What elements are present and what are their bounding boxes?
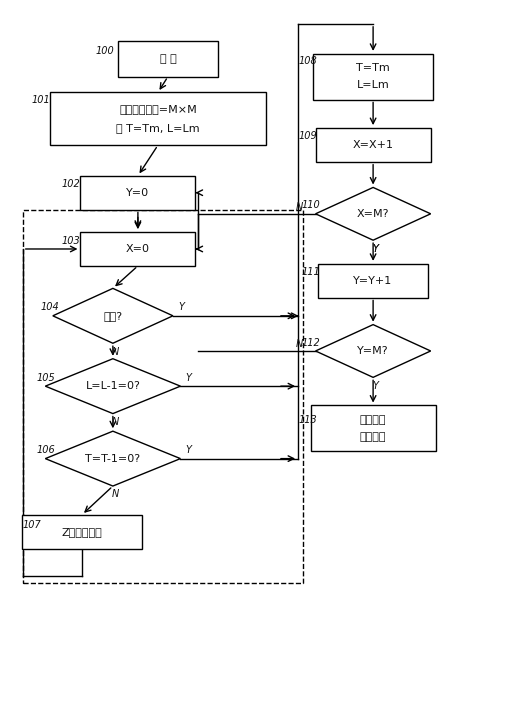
Text: N: N [295,339,302,349]
Text: 109: 109 [297,131,316,141]
Text: Y: Y [185,445,191,455]
Text: 令 T=Tm, L=Lm: 令 T=Tm, L=Lm [116,123,199,133]
Text: X=M?: X=M? [356,209,388,219]
FancyBboxPatch shape [22,515,141,549]
Text: T=Tm: T=Tm [356,63,389,74]
Text: L=L-1=0?: L=L-1=0? [85,381,140,391]
Text: X=X+1: X=X+1 [352,140,393,150]
Text: 101: 101 [32,95,50,105]
Text: Z轴反馈调节: Z轴反馈调节 [61,527,102,537]
Text: Y: Y [372,381,378,391]
FancyBboxPatch shape [118,41,218,77]
Text: T=T-1=0?: T=T-1=0? [85,454,140,464]
Text: L=Lm: L=Lm [356,80,389,90]
FancyBboxPatch shape [80,176,195,210]
Text: 103: 103 [62,235,80,245]
Polygon shape [45,359,180,413]
FancyBboxPatch shape [80,232,195,266]
Text: Y=0: Y=0 [126,188,149,198]
FancyBboxPatch shape [318,264,427,298]
Text: N: N [112,489,119,499]
Text: Y=M?: Y=M? [357,346,388,356]
Text: 设定扫描区域=M×M: 设定扫描区域=M×M [119,104,196,114]
FancyBboxPatch shape [313,54,432,99]
Text: 112: 112 [300,337,319,347]
Text: 开 始: 开 始 [159,54,176,64]
Text: N: N [112,417,119,427]
Text: 结束扫描: 结束扫描 [359,415,386,425]
FancyBboxPatch shape [315,128,430,162]
Text: 110: 110 [300,201,319,211]
Text: Y: Y [372,244,378,254]
Polygon shape [53,289,173,343]
Text: 105: 105 [37,373,56,383]
Polygon shape [45,431,180,486]
Text: N: N [112,347,119,357]
Text: N: N [295,202,302,212]
Polygon shape [315,187,430,240]
Text: 106: 106 [37,445,56,455]
Text: X=0: X=0 [126,244,149,254]
FancyBboxPatch shape [50,92,265,145]
Text: 102: 102 [62,179,80,189]
Text: 111: 111 [300,267,319,277]
Text: 113: 113 [297,415,316,425]
Text: 104: 104 [40,302,59,313]
Text: 100: 100 [95,45,114,55]
Text: 符合?: 符合? [103,311,122,320]
Polygon shape [315,325,430,377]
Text: Y=Y+1: Y=Y+1 [353,276,392,286]
Text: Y: Y [185,373,191,383]
Text: 输出图象: 输出图象 [359,432,386,442]
FancyBboxPatch shape [310,406,435,451]
Text: Y: Y [178,302,184,313]
Text: Y: Y [372,244,378,254]
Text: 108: 108 [297,56,316,66]
Text: 107: 107 [23,520,41,530]
